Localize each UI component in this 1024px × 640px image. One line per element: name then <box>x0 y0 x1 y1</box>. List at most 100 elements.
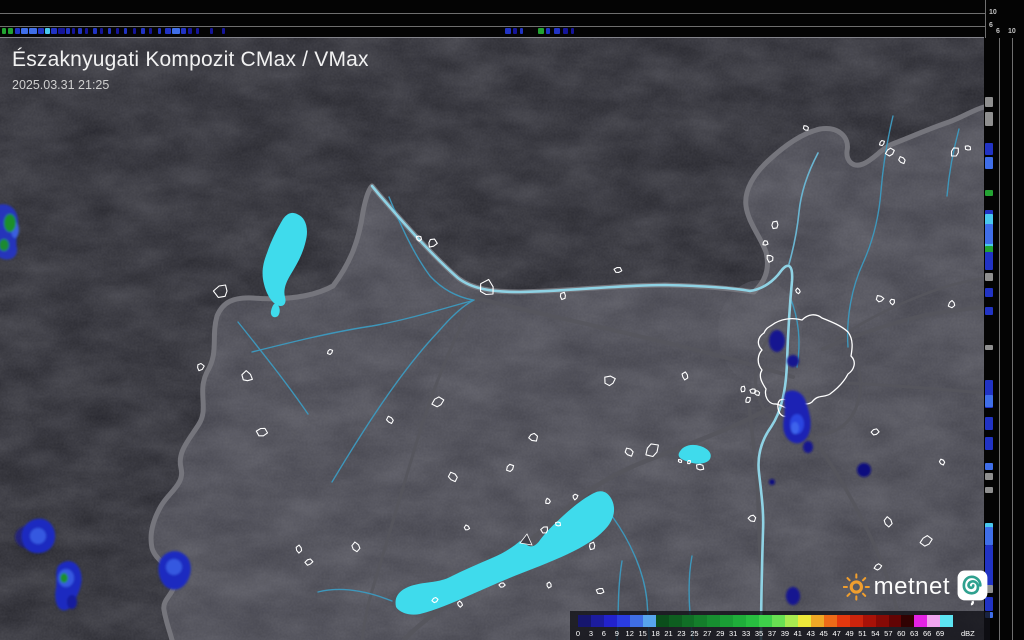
profile-blip <box>124 28 127 34</box>
dbz-tick-label: 31 <box>729 629 738 638</box>
dbz-color-segment <box>759 615 773 627</box>
corner-axis-label: 10 <box>1008 28 1016 35</box>
dbz-color-segment <box>888 615 902 627</box>
town-outline <box>754 389 761 396</box>
dbz-tick-label: 21 <box>664 629 673 638</box>
dbz-color-segment <box>668 615 682 627</box>
dbz-color-segment <box>694 615 708 627</box>
profile-blip <box>985 224 993 244</box>
town-outline <box>762 240 769 246</box>
metnet-logo[interactable]: metnet <box>843 563 989 611</box>
profile-blip <box>196 28 199 34</box>
town-outline <box>878 139 885 147</box>
dbz-color-segment <box>720 615 734 627</box>
town-outline <box>428 238 438 248</box>
town-outline <box>545 497 551 505</box>
town-outline <box>415 235 423 242</box>
town-outline <box>870 428 880 436</box>
town-outline <box>875 295 885 303</box>
dbz-color-segment <box>578 615 591 627</box>
profile-blip <box>554 28 560 34</box>
profile-blip <box>100 28 103 34</box>
town-outline <box>766 254 774 263</box>
radar-echoes <box>0 204 871 624</box>
right-height-profile-panel <box>984 38 1024 640</box>
lake-ferto-lagoon <box>270 303 280 318</box>
dbz-colorbar-labels: 0 3 6 9 12 15 18 21 23 25 27 29 31 33 35 37 39 41 43 45 47 49… <box>575 629 988 639</box>
town-outline <box>212 284 228 298</box>
dbz-color-segment <box>655 615 669 627</box>
town-outline <box>255 427 269 437</box>
town-outline <box>540 526 549 534</box>
town-outline <box>749 388 757 394</box>
dbz-tick-label: 0 <box>575 629 581 638</box>
profile-blip <box>985 307 993 315</box>
town-outline <box>479 278 494 296</box>
dbz-color-segment <box>914 615 928 627</box>
town-outline <box>304 558 314 566</box>
town-outline <box>431 396 445 408</box>
town-outline <box>898 156 906 165</box>
profile-blip <box>181 28 186 34</box>
profile-blip <box>985 288 993 297</box>
right-panel-gridline-10km <box>1012 38 1013 640</box>
town-outline <box>572 493 579 501</box>
dbz-tick-label: 43 <box>806 629 815 638</box>
profile-blip <box>985 597 993 611</box>
dbz-tick-label: 25 <box>690 629 699 638</box>
town-outline <box>559 291 566 301</box>
dbz-tick-label: 49 <box>845 629 854 638</box>
profile-blip <box>985 190 993 196</box>
top-panel-gridline-6km <box>0 26 985 27</box>
town-outline <box>677 459 683 463</box>
dbz-tick-label: 23 <box>677 629 686 638</box>
town-outline <box>938 458 946 466</box>
dbz-color-segment <box>849 615 863 627</box>
profile-blip <box>93 28 97 34</box>
profile-blip <box>45 28 50 34</box>
dbz-color-segment <box>629 615 643 627</box>
town-outline <box>528 432 539 442</box>
map-frame-line <box>0 37 984 39</box>
profile-blip <box>505 28 511 34</box>
town-outline <box>326 348 334 356</box>
town-outline <box>873 563 883 571</box>
dbz-tick-label: 54 <box>871 629 880 638</box>
profile-blip <box>133 28 136 34</box>
danube-river <box>370 184 794 640</box>
dbz-tick-label: 47 <box>832 629 841 638</box>
town-outline <box>745 396 751 404</box>
profile-blip <box>985 273 993 281</box>
town-outline <box>546 581 552 589</box>
dbz-color-segment <box>940 615 954 627</box>
profile-blip <box>985 527 993 545</box>
profile-blip <box>172 28 180 34</box>
profile-blip <box>188 28 192 34</box>
metnet-app-icon <box>957 570 988 606</box>
town-outline <box>889 298 895 306</box>
dbz-color-segment <box>785 615 798 627</box>
profile-blip <box>546 28 550 34</box>
dbz-tick-label: 41 <box>793 629 802 638</box>
dbz-color-segment <box>772 615 785 627</box>
town-outline <box>431 596 439 604</box>
corner-axis-label: 10 <box>989 9 997 16</box>
profile-blip <box>66 28 70 34</box>
corner-axis-line <box>985 0 986 38</box>
profile-blip <box>58 28 65 34</box>
town-outline <box>295 544 303 554</box>
profile-blip <box>985 97 993 107</box>
profile-blip <box>78 28 82 34</box>
profile-blip <box>85 28 88 34</box>
profile-blip <box>222 28 225 34</box>
dbz-tick-label: 3 <box>588 629 594 638</box>
town-outline <box>950 147 959 157</box>
lake-ferto <box>262 212 307 307</box>
dbz-color-segment <box>590 615 604 627</box>
profile-blip <box>985 380 993 408</box>
logo-text: metnet <box>873 573 951 600</box>
profile-blip <box>985 463 993 470</box>
dbz-tick-label: 29 <box>716 629 725 638</box>
